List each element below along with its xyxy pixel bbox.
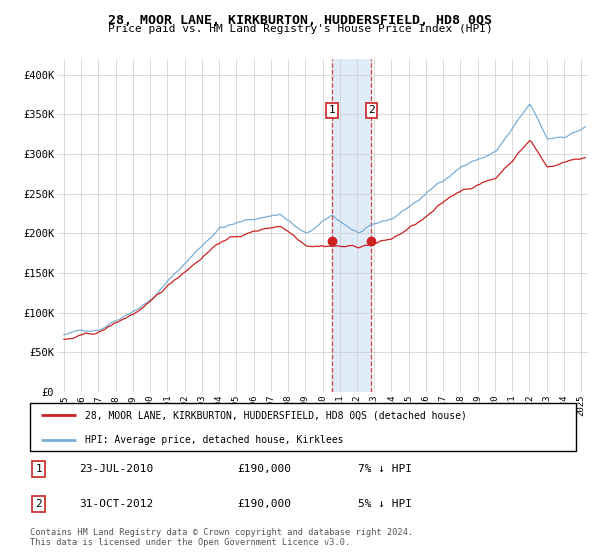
FancyBboxPatch shape [30, 403, 576, 451]
Text: HPI: Average price, detached house, Kirklees: HPI: Average price, detached house, Kirk… [85, 435, 343, 445]
Text: Price paid vs. HM Land Registry's House Price Index (HPI): Price paid vs. HM Land Registry's House … [107, 24, 493, 34]
Text: 7% ↓ HPI: 7% ↓ HPI [358, 464, 412, 474]
Text: 1: 1 [35, 464, 42, 474]
Text: 1: 1 [329, 105, 335, 115]
Text: 28, MOOR LANE, KIRKBURTON, HUDDERSFIELD, HD8 0QS (detached house): 28, MOOR LANE, KIRKBURTON, HUDDERSFIELD,… [85, 410, 466, 420]
Text: This data is licensed under the Open Government Licence v3.0.: This data is licensed under the Open Gov… [30, 538, 350, 547]
Text: 2: 2 [35, 499, 42, 509]
Text: £190,000: £190,000 [238, 464, 292, 474]
Text: 5% ↓ HPI: 5% ↓ HPI [358, 499, 412, 509]
Text: Contains HM Land Registry data © Crown copyright and database right 2024.: Contains HM Land Registry data © Crown c… [30, 528, 413, 536]
Text: £190,000: £190,000 [238, 499, 292, 509]
Bar [332, 59, 371, 392]
Text: 28, MOOR LANE, KIRKBURTON, HUDDERSFIELD, HD8 0QS: 28, MOOR LANE, KIRKBURTON, HUDDERSFIELD,… [108, 14, 492, 27]
Text: 23-JUL-2010: 23-JUL-2010 [79, 464, 154, 474]
Text: 31-OCT-2012: 31-OCT-2012 [79, 499, 154, 509]
Text: 2: 2 [368, 105, 374, 115]
